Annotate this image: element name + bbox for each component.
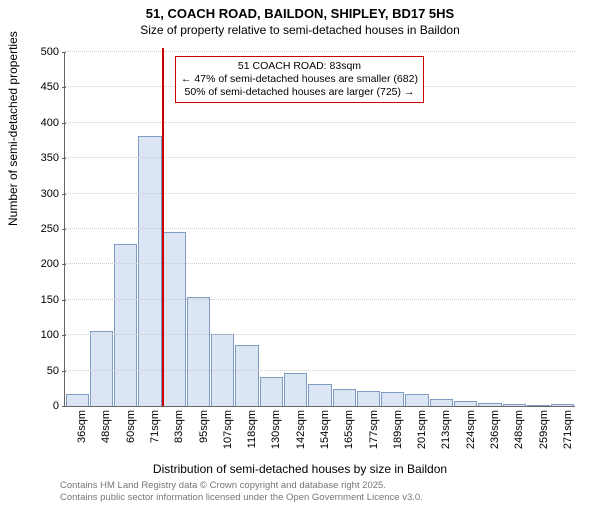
y-tick-label: 50 [47, 365, 65, 377]
footer-line-1: Contains HM Land Registry data © Crown c… [60, 480, 423, 491]
histogram-bar [405, 394, 428, 406]
gridline [65, 122, 575, 123]
y-tick-label: 500 [41, 46, 65, 58]
x-tick-label: 271sqm [562, 406, 574, 449]
y-tick-label: 350 [41, 152, 65, 164]
chart-title: 51, COACH ROAD, BAILDON, SHIPLEY, BD17 5… [0, 6, 600, 21]
annotation-box: 51 COACH ROAD: 83sqm← 47% of semi-detach… [175, 56, 424, 103]
y-axis-label: Number of semi-detached properties [6, 31, 20, 226]
histogram-bar [114, 244, 137, 406]
gridline [65, 51, 575, 52]
histogram-bar [308, 384, 331, 406]
x-axis-label: Distribution of semi-detached houses by … [0, 462, 600, 476]
histogram-bar [381, 392, 404, 406]
x-tick-label: 83sqm [173, 406, 185, 443]
x-tick-label: 107sqm [222, 406, 234, 449]
chart-subtitle: Size of property relative to semi-detach… [0, 23, 600, 37]
y-tick-label: 100 [41, 329, 65, 341]
x-tick-label: 165sqm [343, 406, 355, 449]
annotation-line: 51 COACH ROAD: 83sqm [181, 60, 418, 73]
histogram-bar [163, 232, 186, 406]
annotation-line: ← 47% of semi-detached houses are smalle… [181, 73, 418, 86]
plot-area: 05010015020025030035040045050036sqm48sqm… [64, 52, 575, 407]
gridline [65, 299, 575, 300]
histogram-bar [235, 345, 258, 406]
annotation-line: 50% of semi-detached houses are larger (… [181, 86, 418, 99]
reference-line [162, 48, 164, 406]
y-tick-label: 150 [41, 294, 65, 306]
y-tick-label: 450 [41, 81, 65, 93]
x-tick-label: 177sqm [368, 406, 380, 449]
histogram-bar [430, 399, 453, 406]
y-tick-label: 0 [53, 400, 65, 412]
histogram-bar [333, 389, 356, 406]
x-tick-label: 189sqm [392, 406, 404, 449]
x-tick-label: 71sqm [149, 406, 161, 443]
gridline [65, 157, 575, 158]
chart-container: 51, COACH ROAD, BAILDON, SHIPLEY, BD17 5… [0, 6, 600, 506]
histogram-bar [66, 394, 89, 406]
bar-group [65, 52, 575, 406]
x-tick-label: 236sqm [489, 406, 501, 449]
x-tick-label: 118sqm [246, 406, 258, 448]
y-tick-label: 200 [41, 258, 65, 270]
footer-line-2: Contains public sector information licen… [60, 492, 423, 503]
histogram-bar [187, 297, 210, 406]
x-tick-label: 259sqm [538, 406, 550, 449]
histogram-bar [357, 391, 380, 406]
gridline [65, 228, 575, 229]
histogram-bar [138, 136, 161, 406]
x-tick-label: 60sqm [125, 406, 137, 443]
gridline [65, 334, 575, 335]
x-tick-label: 95sqm [198, 406, 210, 443]
x-tick-label: 201sqm [416, 406, 428, 449]
histogram-bar [260, 377, 283, 406]
x-tick-label: 213sqm [440, 406, 452, 449]
gridline [65, 193, 575, 194]
x-tick-label: 154sqm [319, 406, 331, 449]
x-tick-label: 48sqm [100, 406, 112, 443]
y-tick-label: 400 [41, 117, 65, 129]
histogram-bar [90, 331, 113, 406]
gridline [65, 370, 575, 371]
x-tick-label: 142sqm [295, 406, 307, 449]
histogram-bar [284, 373, 307, 406]
x-tick-label: 36sqm [76, 406, 88, 443]
x-tick-label: 248sqm [513, 406, 525, 449]
x-tick-label: 224sqm [465, 406, 477, 449]
gridline [65, 263, 575, 264]
y-tick-label: 250 [41, 223, 65, 235]
x-tick-label: 130sqm [270, 406, 282, 449]
y-tick-label: 300 [41, 188, 65, 200]
